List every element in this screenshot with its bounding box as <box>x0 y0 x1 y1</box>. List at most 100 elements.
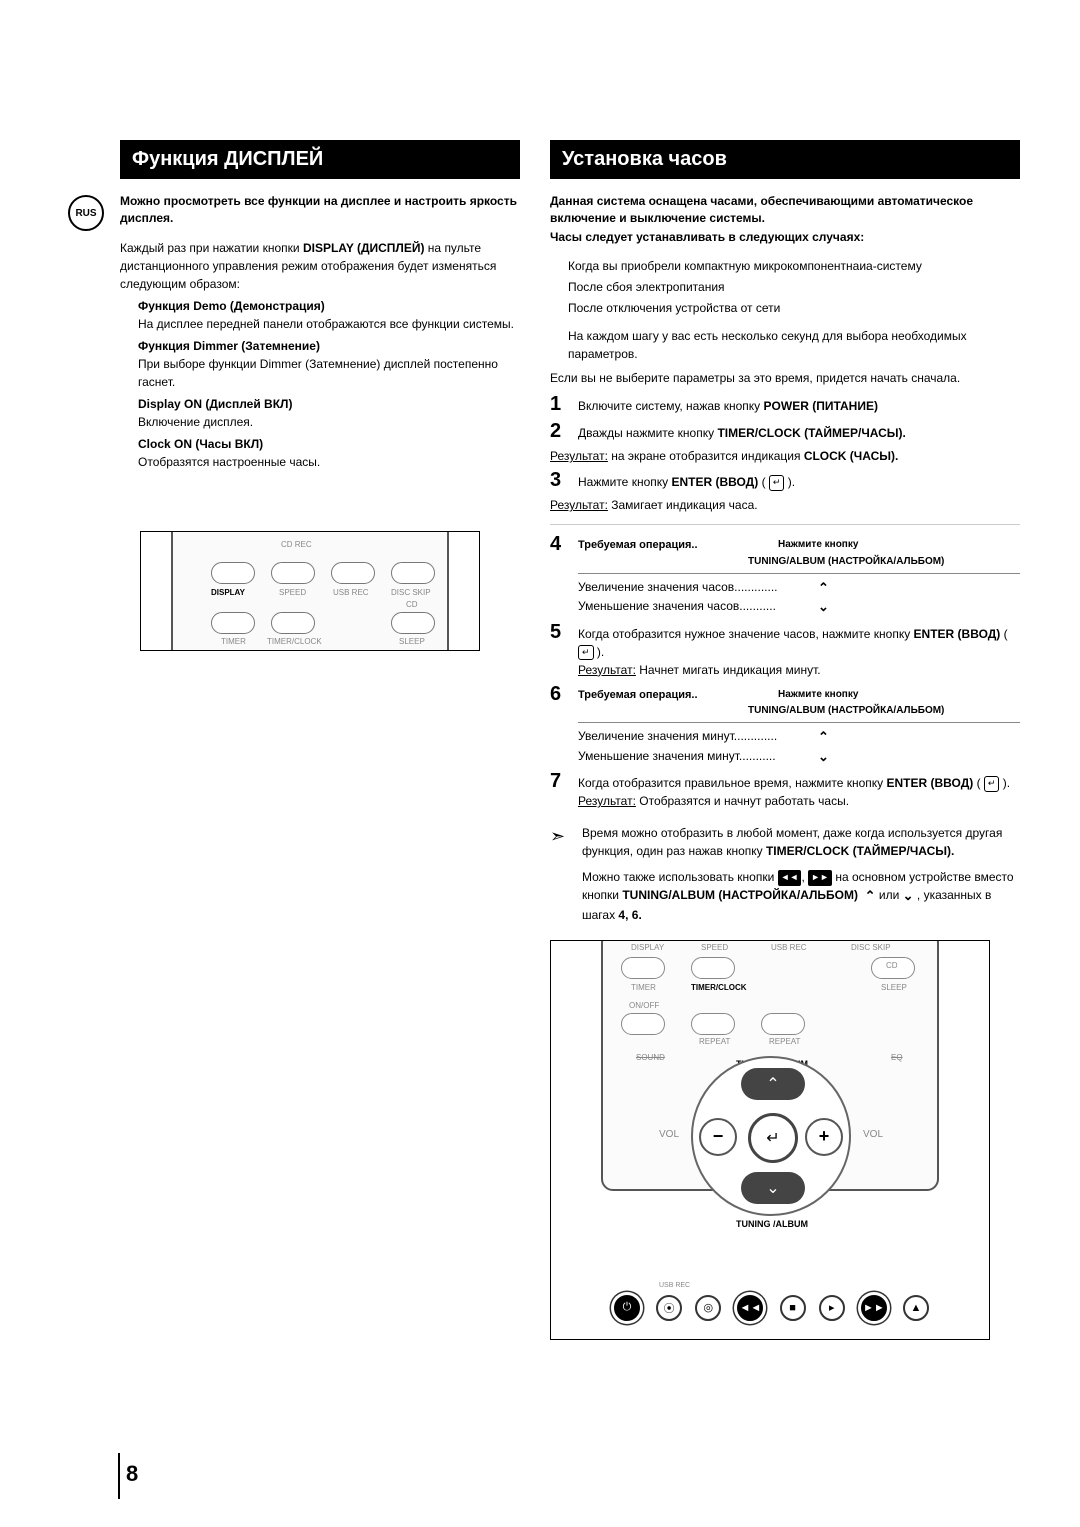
body-text: Отобразятся настроенные часы. <box>138 453 520 471</box>
step-number: 1 <box>550 393 568 416</box>
step-number: 2 <box>550 420 568 443</box>
label: SPEED <box>701 943 728 952</box>
table-header: Требуемая операция.. <box>578 537 778 554</box>
list-item: После сбоя электропитания <box>568 278 1020 296</box>
text: Каждый раз при нажатии кнопки <box>120 241 303 255</box>
intro-text: Можно просмотреть все функции на дисплее… <box>120 193 520 227</box>
label: TIMER <box>631 983 656 992</box>
text: Дважды нажмите кнопку <box>578 426 717 440</box>
list-item: После отключения устройства от сети <box>568 299 1020 317</box>
list-item: Когда вы приобрели компактную микрокомпо… <box>568 257 1020 275</box>
label: SLEEP <box>399 637 425 646</box>
text: Нажмите кнопку <box>578 475 671 489</box>
table-row: Увеличение значения минут.............⌃ <box>578 727 1020 747</box>
record-icon: ⦿ <box>656 1295 682 1321</box>
label: ON/OFF <box>629 1001 659 1010</box>
enter-icon: ↵ <box>769 475 785 491</box>
bold-text: POWER (ПИТАНИЕ) <box>764 399 878 413</box>
label: SLEEP <box>881 983 907 992</box>
label-vol: VOL <box>659 1129 679 1140</box>
note-icon: ➣ <box>550 824 570 847</box>
up-button: ⌃ <box>741 1068 805 1100</box>
eject-icon: ▲ <box>903 1295 929 1321</box>
left-column: Функция ДИСПЛЕЙ Можно просмотреть все фу… <box>120 140 520 1340</box>
label: DISC SKIP <box>851 943 891 952</box>
section-header-display: Функция ДИСПЛЕЙ <box>120 140 520 179</box>
bold-text: TIMER/CLOCK (ТАЙМЕР/ЧАСЫ). <box>717 426 905 440</box>
remote-diagram-1: CD REC DISPLAY SPEED USB REC DISC SKIP C… <box>140 531 480 651</box>
table-subheader: TUNING/ALBUM (НАСТРОЙКА/АЛЬБОМ) <box>748 703 1020 718</box>
subheading-clock-on: Clock ON (Часы ВКЛ) <box>138 437 520 451</box>
step-2: 2 Дважды нажмите кнопку TIMER/CLOCK (ТАЙ… <box>550 420 1020 443</box>
enter-button: ↵ <box>748 1113 798 1163</box>
bold-text: ENTER (ВВОД) <box>886 776 973 790</box>
skip-back-icon: ◄◄ <box>778 870 802 886</box>
right-column: Установка часов Данная система оснащена … <box>550 140 1020 1340</box>
label: TIMER/CLOCK <box>267 637 322 646</box>
step-1: 1 Включите систему, нажав кнопку POWER (… <box>550 393 1020 416</box>
down-button: ⌄ <box>741 1172 805 1204</box>
step-number: 3 <box>550 469 568 492</box>
step-4: 4 Требуемая операция.. Нажмите кнопку TU… <box>550 524 1020 617</box>
body-text: Если вы не выберите параметры за это вре… <box>550 369 1020 387</box>
step-number: 7 <box>550 770 568 793</box>
step-5: 5 Когда отобразится нужное значение часо… <box>550 621 1020 679</box>
label-tuning: TUNING /ALBUM <box>736 1219 808 1229</box>
subheading-dimmer: Функция Dimmer (Затемнение) <box>138 339 520 353</box>
table-subheader: TUNING/ALBUM (НАСТРОЙКА/АЛЬБОМ) <box>748 554 1020 569</box>
text: Когда отобразится нужное значение часов,… <box>578 627 914 641</box>
label: USB REC <box>659 1282 690 1289</box>
tip-note: ➣ Время можно отобразить в любой момент,… <box>550 824 1020 924</box>
label: CD <box>886 961 898 970</box>
body-text: Включение дисплея. <box>138 413 520 431</box>
intro-text: Данная система оснащена часами, обеспечи… <box>550 193 1020 227</box>
language-badge: RUS <box>68 195 104 231</box>
page-number-bar <box>118 1453 120 1499</box>
bold-text: ENTER (ВВОД) <box>671 475 758 489</box>
remote-diagram-2: DISPLAY SPEED USB REC DISC SKIP CD TIMER… <box>550 940 990 1340</box>
step-3: 3 Нажмите кнопку ENTER (ВВОД) ( ↵ ). <box>550 469 1020 492</box>
step-6: 6 Требуемая операция.. Нажмите кнопку TU… <box>550 683 1020 767</box>
label: DISPLAY <box>631 943 664 952</box>
result-text: Результат: на экране отобразится индикац… <box>550 447 1020 465</box>
minus-button: − <box>699 1118 737 1156</box>
label-vol: VOL <box>863 1129 883 1140</box>
bold-text: DISPLAY (ДИСПЛЕЙ) <box>303 241 425 255</box>
table-header: Требуемая операция.. <box>578 687 778 704</box>
label: SOUND <box>636 1053 665 1062</box>
bold-text: ENTER (ВВОД) <box>914 627 1001 641</box>
transport-row: ⏻ ⦿ ◎ ◄◄ ■ ▸ ►► ▲ <box>611 1295 929 1321</box>
body-text: Каждый раз при нажатии кнопки DISPLAY (Д… <box>120 239 520 293</box>
enter-icon: ↵ <box>578 645 594 661</box>
tip-text: Время можно отобразить в любой момент, д… <box>582 824 1020 860</box>
label-timerclock: TIMER/CLOCK <box>691 983 747 992</box>
enter-icon: ↵ <box>984 776 1000 792</box>
skip-fwd-icon: ►► <box>808 870 832 886</box>
section-header-clock: Установка часов <box>550 140 1020 179</box>
body-text: При выборе функции Dimmer (Затемнение) д… <box>138 355 520 391</box>
dpad: ⌃ ⌄ − + ↵ <box>691 1056 851 1216</box>
tip-text: Можно также использовать кнопки ◄◄, ►► н… <box>582 868 1020 924</box>
step-number: 5 <box>550 621 568 644</box>
intro-text: Часы следует устанавливать в следующих с… <box>550 229 1020 246</box>
cd-icon: ◎ <box>695 1295 721 1321</box>
subheading-demo: Функция Demo (Демонстрация) <box>138 299 520 313</box>
label: DISC SKIP <box>391 588 431 597</box>
label: EQ <box>891 1053 903 1062</box>
prev-icon: ◄◄ <box>737 1295 763 1321</box>
label: SPEED <box>279 588 306 597</box>
body-text: На каждом шагу у вас есть несколько секу… <box>568 327 1020 363</box>
label: REPEAT <box>769 1037 800 1046</box>
table-header: Нажмите кнопку <box>778 687 998 704</box>
table-row: Увеличение значения часов.............⌃ <box>578 578 1020 598</box>
page-number: 8 <box>126 1461 138 1487</box>
label: CD <box>406 600 418 609</box>
power-icon: ⏻ <box>614 1295 640 1321</box>
table-row: Уменьшение значения часов...........⌄ <box>578 597 1020 617</box>
step-number: 6 <box>550 683 568 706</box>
label: CD REC <box>281 540 312 549</box>
step-7: 7 Когда отобразится правильное время, на… <box>550 770 1020 810</box>
stop-icon: ■ <box>780 1295 806 1321</box>
body-text: На дисплее передней панели отображаются … <box>138 315 520 333</box>
label: REPEAT <box>699 1037 730 1046</box>
